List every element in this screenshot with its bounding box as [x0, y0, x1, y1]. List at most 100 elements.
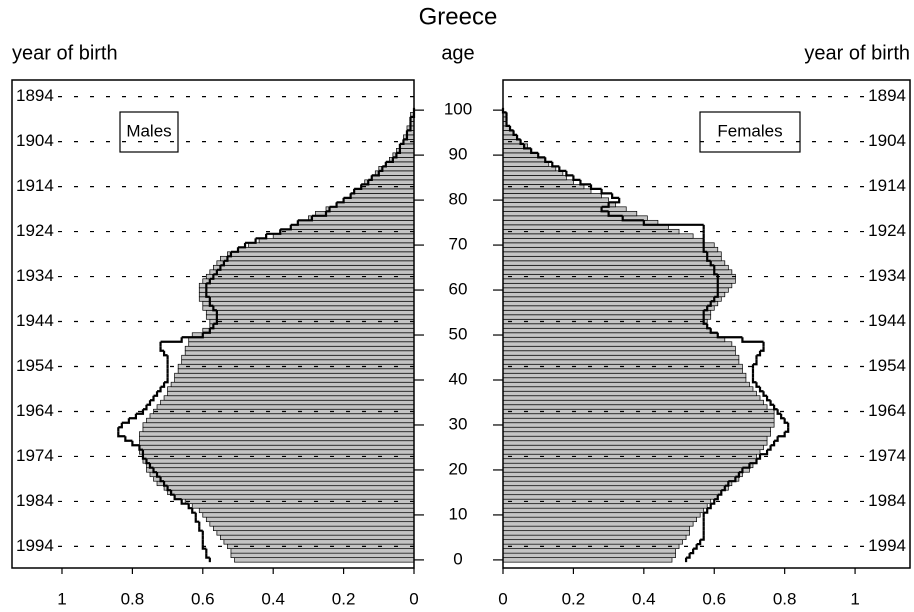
bar [502, 557, 673, 563]
bar [502, 332, 719, 338]
bar [174, 377, 415, 383]
outline-step [160, 382, 166, 388]
bar [502, 480, 733, 487]
y2-tick-label: 1984 [868, 491, 906, 510]
x-tick-label: 0 [409, 589, 418, 608]
outline-step [686, 553, 691, 559]
bar [234, 557, 415, 563]
outline-step [717, 490, 723, 496]
outline-step [118, 422, 123, 429]
outline-step [756, 454, 762, 460]
bar [350, 192, 415, 199]
bar [202, 512, 415, 518]
outline-step [758, 386, 764, 393]
y2-tick-label: 1924 [16, 221, 54, 240]
outline-step [769, 400, 775, 406]
y2-tick-label: 1924 [868, 221, 906, 240]
bar [198, 287, 415, 293]
x-tick-label: 1 [57, 589, 66, 608]
bar [502, 246, 719, 253]
bar [181, 354, 415, 361]
outline-step [205, 553, 210, 559]
outline-step [371, 170, 380, 177]
outline-step [191, 508, 196, 514]
bar [502, 305, 715, 311]
bar [142, 422, 415, 428]
bar [502, 548, 676, 554]
y2-tick-label: 1974 [868, 446, 906, 465]
bar [502, 530, 690, 536]
outline-step [551, 161, 560, 168]
outline-step [515, 134, 521, 141]
bar [167, 390, 415, 397]
outline-step [209, 274, 215, 280]
bar [220, 534, 415, 541]
bar [502, 503, 708, 509]
bar [146, 467, 415, 473]
bar [502, 255, 722, 262]
outline-step [696, 539, 702, 546]
outline-step [512, 130, 518, 136]
outline-step [325, 206, 331, 213]
bar [502, 444, 764, 451]
y-tick-label: 80 [449, 190, 468, 209]
bar [502, 170, 564, 176]
outline-step [519, 139, 525, 145]
outline-step [152, 467, 158, 474]
bar [272, 233, 415, 239]
outline-step [128, 413, 138, 420]
y2-tick-label: 1994 [16, 536, 54, 555]
bar [174, 372, 415, 379]
y-tick-label: 60 [449, 280, 468, 299]
outline-step [170, 490, 175, 496]
outline-step [703, 305, 709, 312]
x-tick-label: 0.4 [261, 589, 285, 608]
x-tick-label: 0.6 [191, 589, 215, 608]
outline-step [223, 256, 229, 262]
bar [142, 453, 415, 460]
outline-step [131, 440, 140, 447]
y2-tick-label: 1984 [16, 491, 54, 510]
outline-step [714, 494, 719, 501]
y2-tick-label: 1914 [868, 176, 906, 195]
y2-axis-label: year of birth [804, 42, 910, 64]
outline-step [767, 445, 772, 451]
bar [202, 278, 415, 284]
y2-tick-label: 1994 [868, 536, 906, 555]
outline-step [392, 152, 398, 159]
bar [149, 413, 415, 419]
outline-step [772, 404, 778, 411]
outline-step [117, 431, 126, 438]
bar [502, 341, 733, 347]
bar [142, 426, 415, 433]
bar [502, 512, 701, 518]
outline-step [760, 346, 765, 352]
bar [139, 449, 415, 455]
y2-tick-label: 1904 [868, 131, 906, 150]
bar [502, 417, 775, 424]
bar [353, 188, 415, 194]
outline-step [600, 188, 613, 195]
bar [502, 291, 726, 298]
bar [502, 192, 602, 199]
bar [149, 471, 415, 478]
y-tick-label: 70 [449, 235, 468, 254]
outline-step [728, 476, 737, 483]
outline-step [142, 404, 148, 411]
outline-step [350, 188, 356, 195]
bar [502, 179, 574, 185]
bar [336, 201, 415, 208]
y-tick-label: 40 [449, 369, 468, 388]
outline-step [135, 409, 145, 415]
bar [198, 282, 415, 289]
bar [502, 372, 747, 379]
bar [502, 336, 726, 343]
bar [146, 462, 415, 469]
bar [209, 323, 415, 329]
bar [502, 309, 712, 316]
outline-step [770, 440, 776, 447]
bar [502, 525, 690, 532]
bar [174, 494, 415, 500]
x-tick-label: 0.2 [332, 589, 356, 608]
bar [502, 489, 722, 496]
